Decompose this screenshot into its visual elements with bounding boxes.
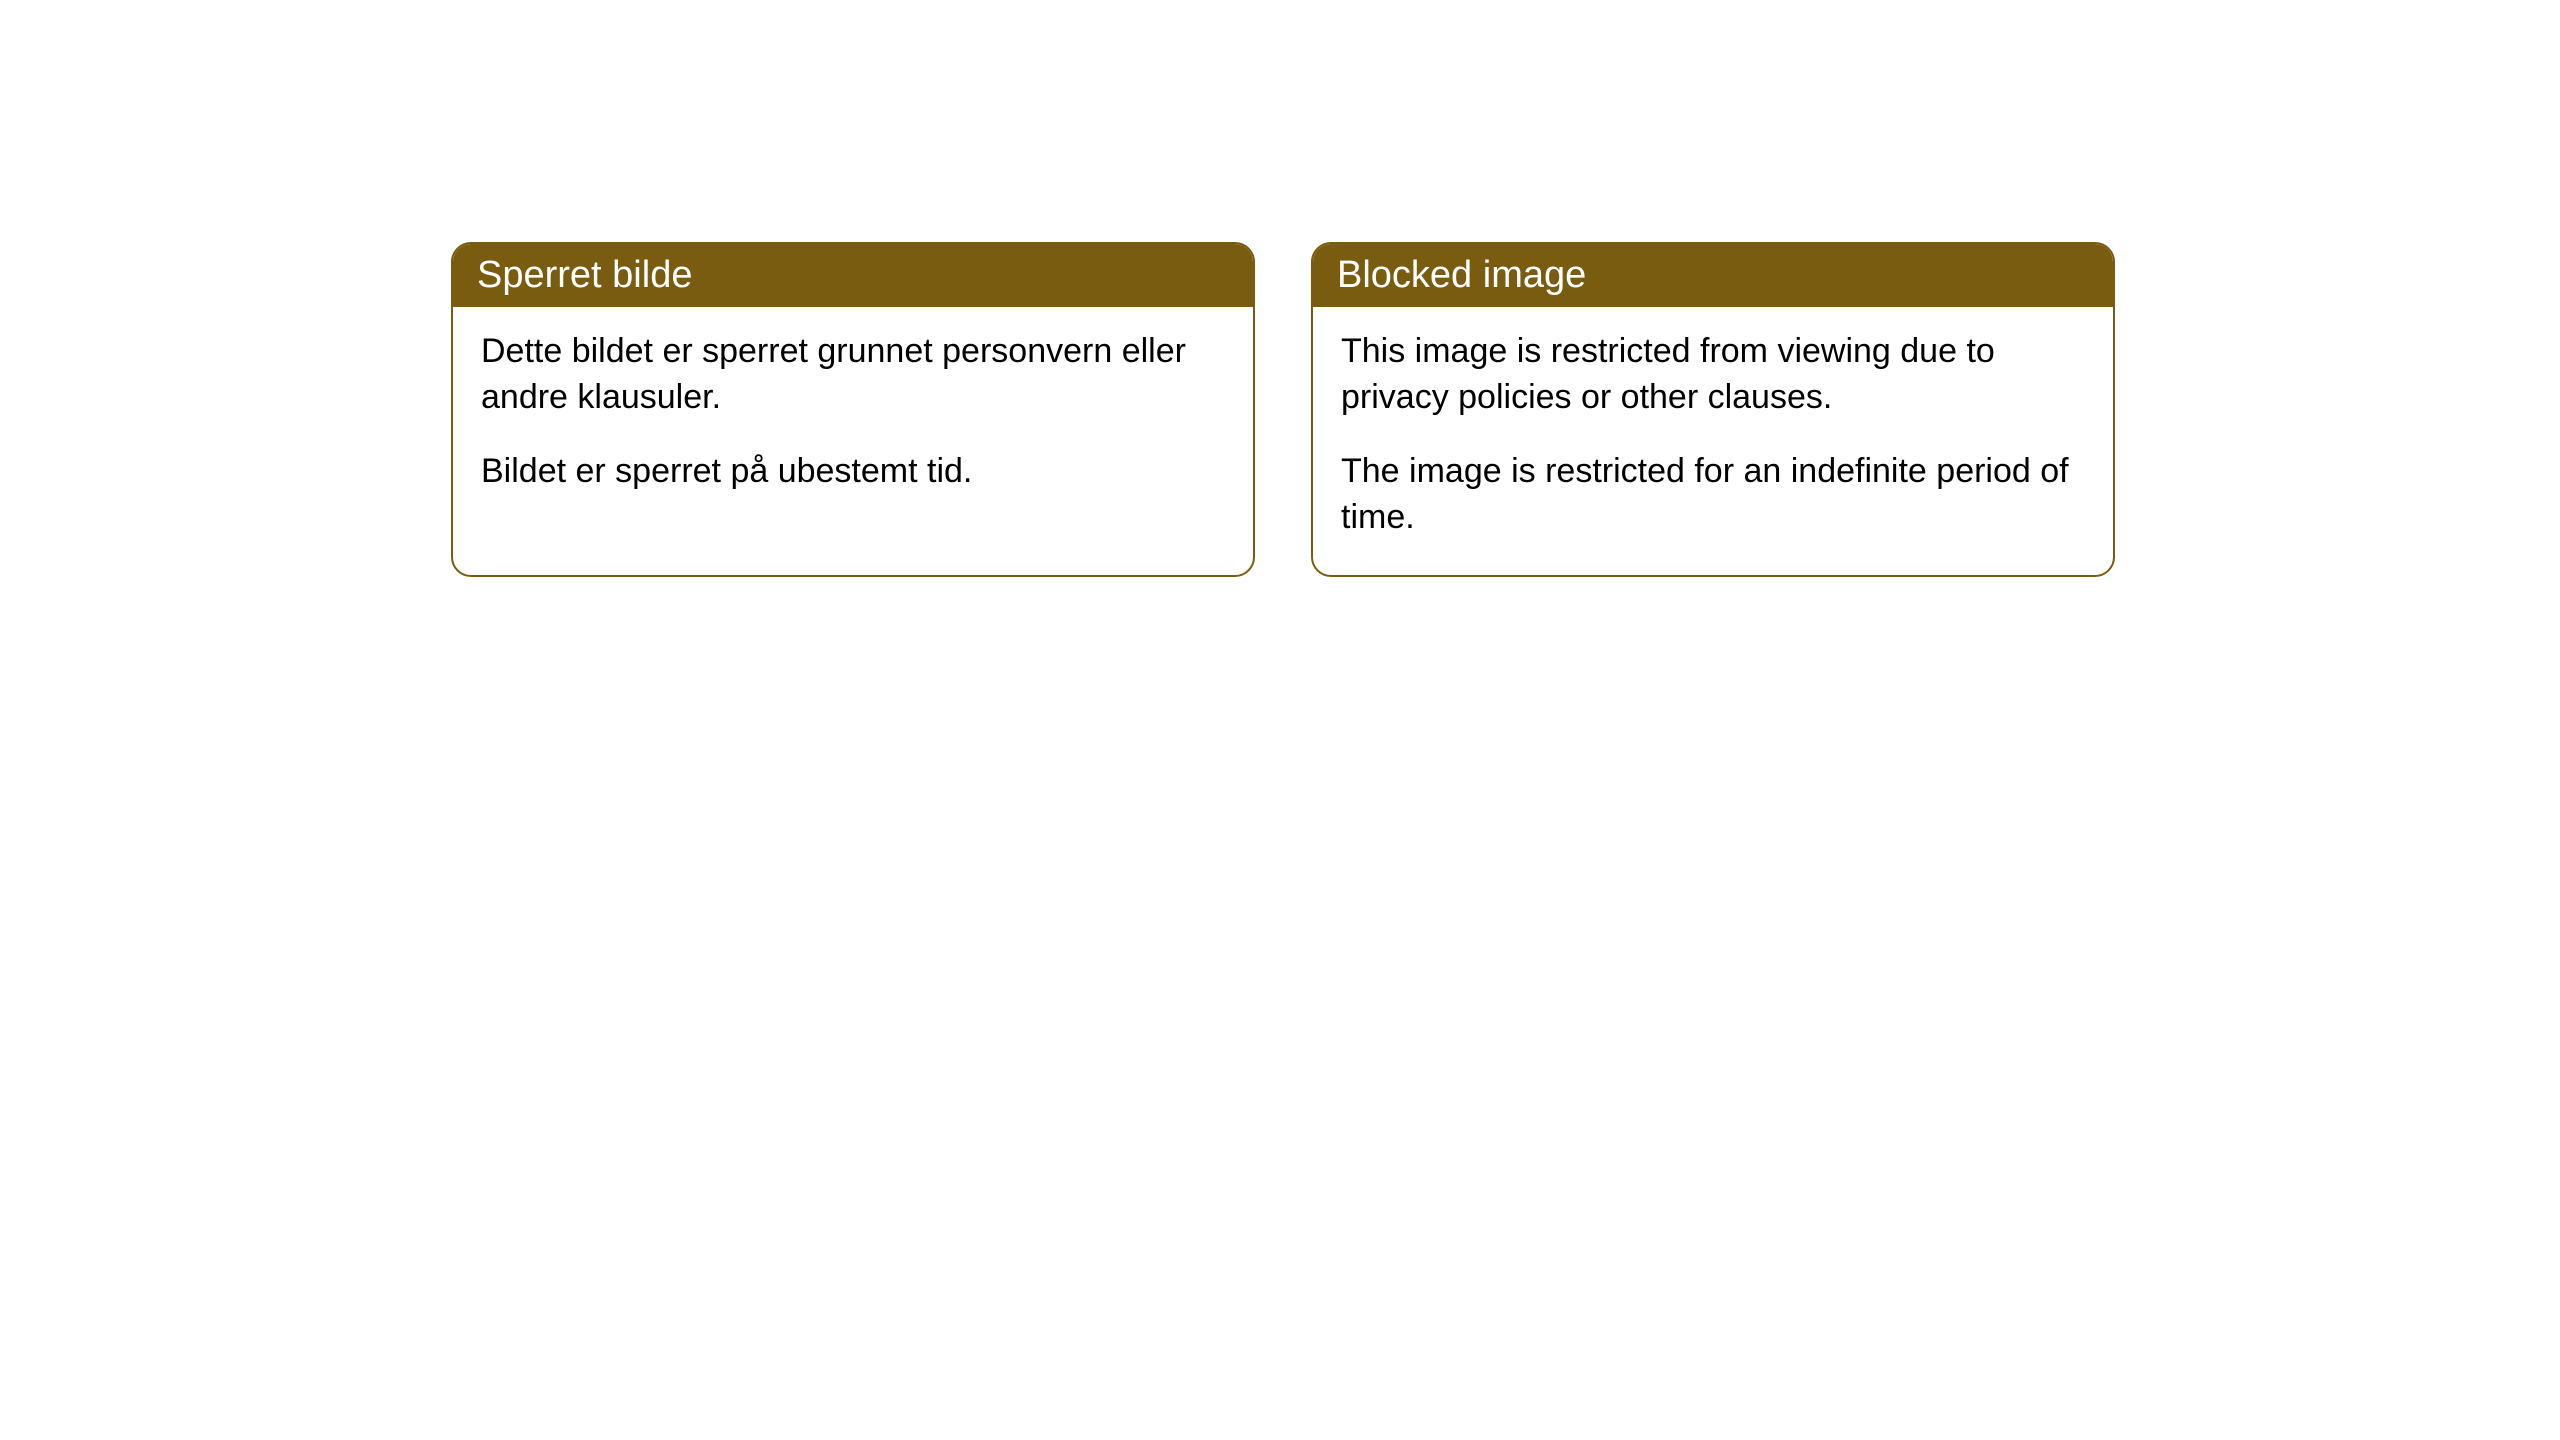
card-header-english: Blocked image bbox=[1313, 244, 2113, 307]
notice-container: Sperret bilde Dette bildet er sperret gr… bbox=[451, 242, 2115, 577]
notice-card-norwegian: Sperret bilde Dette bildet er sperret gr… bbox=[451, 242, 1255, 577]
card-text-english-1: This image is restricted from viewing du… bbox=[1341, 329, 2085, 421]
card-header-norwegian: Sperret bilde bbox=[453, 244, 1253, 307]
card-text-english-2: The image is restricted for an indefinit… bbox=[1341, 449, 2085, 541]
notice-card-english: Blocked image This image is restricted f… bbox=[1311, 242, 2115, 577]
card-title-norwegian: Sperret bilde bbox=[477, 254, 692, 296]
card-body-english: This image is restricted from viewing du… bbox=[1313, 307, 2113, 575]
card-text-norwegian-2: Bildet er sperret på ubestemt tid. bbox=[481, 449, 1225, 495]
card-body-norwegian: Dette bildet er sperret grunnet personve… bbox=[453, 307, 1253, 529]
card-text-norwegian-1: Dette bildet er sperret grunnet personve… bbox=[481, 329, 1225, 421]
card-title-english: Blocked image bbox=[1337, 254, 1586, 296]
